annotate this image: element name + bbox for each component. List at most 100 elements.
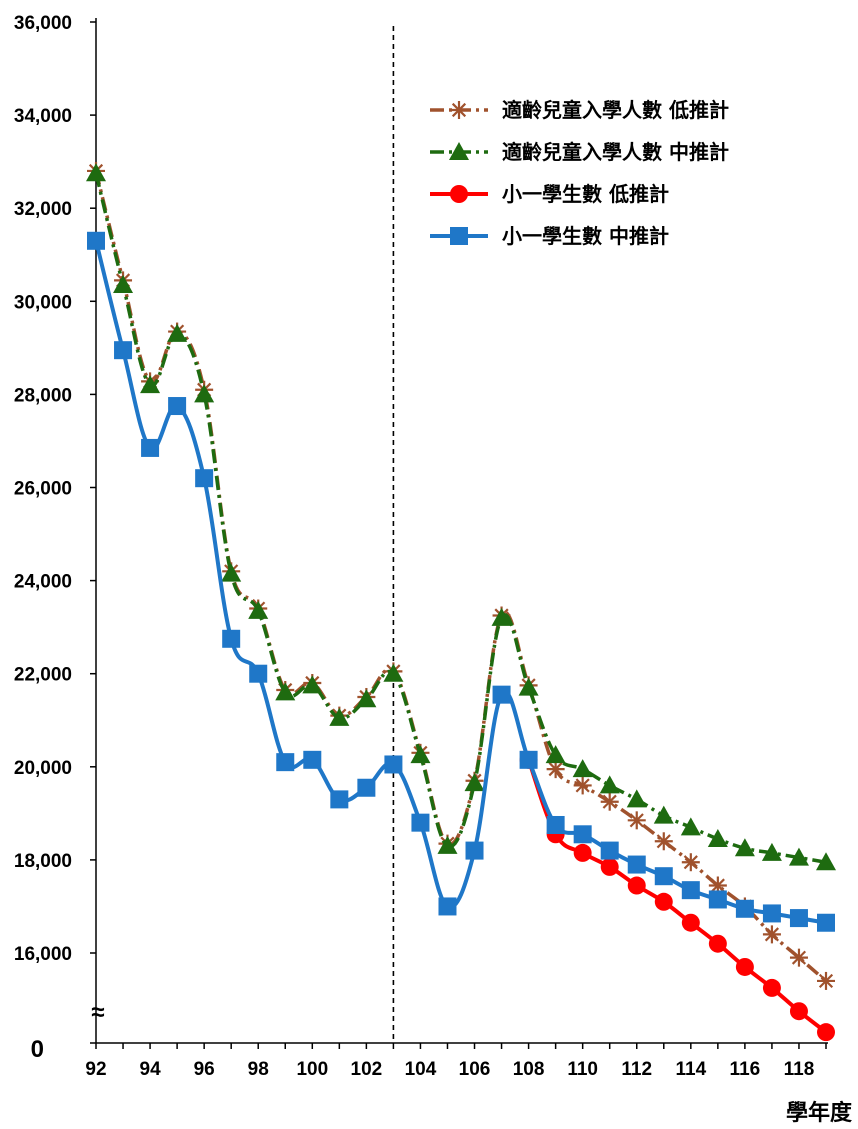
data-point — [682, 853, 700, 871]
data-point — [357, 779, 375, 797]
data-point — [194, 384, 214, 402]
axis-break-symbol: ≈ — [91, 999, 104, 1026]
data-point — [275, 682, 295, 700]
x-tick-label: 100 — [296, 1059, 328, 1080]
legend-marker — [450, 227, 468, 245]
data-point — [763, 979, 781, 997]
data-point — [466, 842, 484, 860]
x-tick-label: 94 — [140, 1059, 162, 1080]
legend-marker — [450, 101, 468, 119]
legend-marker — [450, 185, 468, 203]
data-point — [465, 773, 485, 791]
data-point — [763, 904, 781, 922]
legend-entry-0: 適齡兒童入學人數 低推計 — [430, 98, 729, 122]
data-point — [574, 776, 592, 794]
y-tick-label: 16,000 — [14, 944, 72, 965]
data-point — [384, 755, 402, 773]
data-point — [790, 909, 808, 927]
x-axis-title: 學年度 — [786, 1100, 853, 1125]
x-tick-label: 118 — [784, 1059, 815, 1080]
data-point — [790, 1002, 808, 1020]
data-point — [763, 925, 781, 943]
data-point — [411, 814, 429, 832]
data-point — [736, 958, 754, 976]
data-point — [601, 793, 619, 811]
data-point — [628, 856, 646, 874]
data-point — [167, 324, 187, 342]
data-point — [790, 949, 808, 967]
data-point — [519, 678, 539, 696]
legend-label: 小一學生數 中推計 — [502, 224, 669, 248]
legend-entry-3: 小一學生數 中推計 — [430, 224, 669, 248]
data-point — [681, 817, 701, 835]
data-point — [141, 439, 159, 457]
data-point — [627, 789, 647, 807]
y-tick-label: 0 — [31, 1036, 44, 1063]
data-point — [601, 858, 619, 876]
data-point — [817, 914, 835, 932]
data-point — [195, 469, 213, 487]
data-point — [601, 842, 619, 860]
x-tick-label: 116 — [730, 1059, 761, 1080]
data-point — [682, 881, 700, 899]
y-tick-label: 36,000 — [14, 13, 72, 34]
series-line — [529, 760, 826, 1032]
data-point — [330, 790, 348, 808]
data-point — [817, 972, 835, 990]
data-point — [87, 232, 105, 250]
y-tick-label: 22,000 — [14, 665, 72, 686]
series-2 — [520, 751, 835, 1041]
data-point — [600, 775, 620, 793]
legend-label: 適齡兒童入學人數 低推計 — [502, 98, 729, 122]
data-point — [628, 877, 646, 895]
x-tick-label: 104 — [405, 1059, 437, 1080]
legend-entry-1: 適齡兒童入學人數 中推計 — [430, 140, 729, 164]
x-tick-label: 96 — [194, 1059, 215, 1080]
x-tick-label: 92 — [85, 1059, 106, 1080]
x-tick-label: 114 — [675, 1059, 706, 1080]
data-point — [628, 811, 646, 829]
series-layer — [86, 162, 836, 1041]
x-tick-label: 98 — [248, 1059, 269, 1080]
data-point — [709, 935, 727, 953]
data-point — [249, 665, 267, 683]
data-point — [114, 341, 132, 359]
y-tick-label: 20,000 — [14, 758, 72, 779]
series-1 — [86, 163, 836, 870]
x-tick-label: 102 — [351, 1059, 383, 1080]
data-point — [547, 816, 565, 834]
y-tick-label: 28,000 — [14, 385, 72, 406]
data-point — [410, 745, 430, 763]
data-point — [383, 664, 403, 682]
y-tick-label: 32,000 — [14, 199, 72, 220]
data-point — [438, 897, 456, 915]
legend-entry-2: 小一學生數 低推計 — [430, 182, 669, 206]
data-point — [520, 751, 538, 769]
data-point — [222, 630, 240, 648]
data-point — [86, 163, 106, 181]
legend-label: 小一學生數 低推計 — [502, 182, 669, 206]
y-tick-label: 18,000 — [14, 851, 72, 872]
data-point — [221, 564, 241, 582]
data-point — [655, 893, 673, 911]
data-point — [574, 844, 592, 862]
y-tick-label: 24,000 — [14, 572, 72, 593]
series-line — [96, 241, 826, 923]
data-point — [574, 825, 592, 843]
data-point — [709, 890, 727, 908]
x-tick-label: 112 — [621, 1059, 652, 1080]
data-point — [736, 900, 754, 918]
data-point — [655, 832, 673, 850]
data-point — [113, 275, 133, 293]
x-tick-label: 106 — [459, 1059, 491, 1080]
y-tick-label: 30,000 — [14, 292, 72, 313]
axes: 0 16,000 18,000 20,000 22,000 24,000 26,000 28,… — [14, 13, 853, 1125]
data-point — [493, 686, 511, 704]
data-point — [682, 914, 700, 932]
data-point — [303, 751, 321, 769]
data-point — [655, 867, 673, 885]
data-point — [817, 1023, 835, 1041]
